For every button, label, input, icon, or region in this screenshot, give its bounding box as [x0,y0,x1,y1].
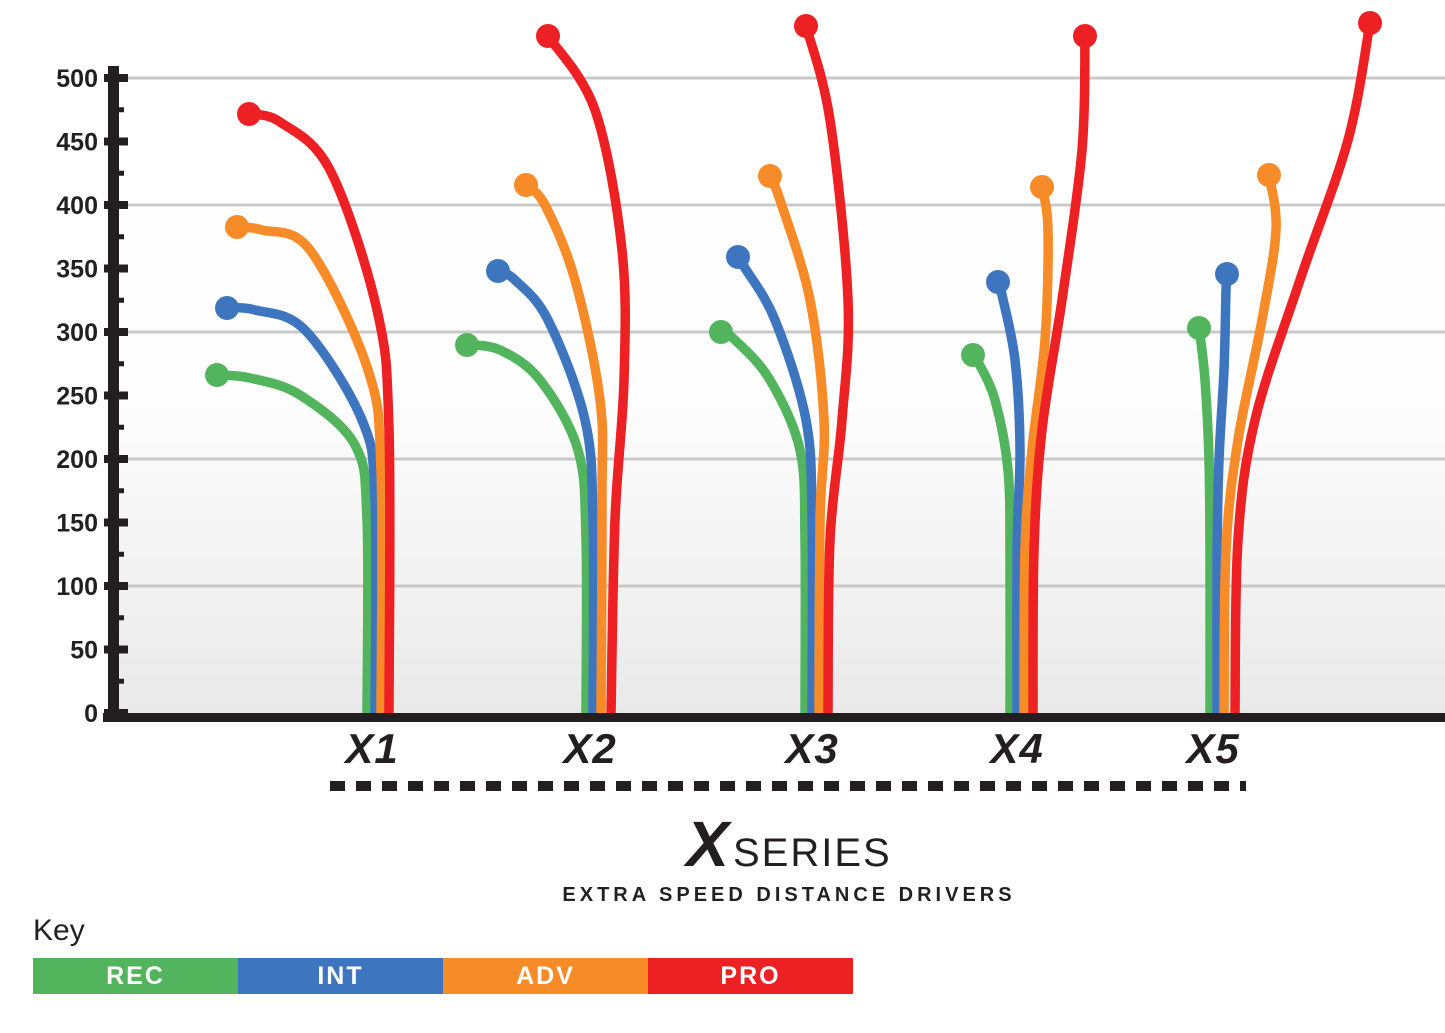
flight-end-dot-X3-ADV [758,164,782,188]
flight-end-dot-X3-REC [709,320,733,344]
flight-path-X4-PRO [1028,35,1090,714]
y-tick-minor-425 [108,170,124,176]
y-axis-label-100: 100 [56,573,98,601]
flight-path-X2-INT [495,266,599,714]
series-word: SERIES [732,831,892,875]
flight-path-X1-ADV [236,222,387,714]
flight-path-X1-REC [216,370,373,714]
y-tick-major-350 [104,264,128,273]
flight-end-dot-X4-INT [986,270,1010,294]
y-tick-major-500 [104,74,128,82]
y-tick-minor-25 [108,678,124,684]
flight-end-dot-X1-ADV [225,215,249,239]
chart-subtitle: EXTRA SPEED DISTANCE DRIVERS [562,884,1016,906]
flight-end-dot-X4-ADV [1030,175,1054,199]
legend-item-pro: PRO [648,958,853,994]
y-axis-label-150: 150 [56,510,98,538]
y-tick-major-100 [104,582,128,590]
x-axis-label-X3: X3 [783,725,838,772]
y-tick-major-50 [104,645,128,654]
x-axis-label-X5: X5 [1184,725,1239,772]
x-axis-label-X4: X4 [988,725,1043,772]
flight-end-dot-X1-PRO [237,102,261,126]
flight-path-X3-INT [734,254,818,714]
legend-bar: REC INT ADV PRO [33,958,853,994]
series-title: X SERIES [562,812,1015,876]
y-axis-label-0: 0 [84,700,98,728]
flight-end-dot-X2-INT [486,259,510,283]
flight-path-X2-ADV [522,181,608,714]
y-tick-minor-75 [108,615,124,621]
legend-title: Key [33,914,85,947]
flight-path-X3-ADV [765,173,830,714]
y-tick-minor-175 [108,488,124,494]
flight-path-X5-PRO [1230,22,1375,714]
flight-end-dot-X5-REC [1187,316,1211,340]
legend-item-rec: REC [33,958,238,994]
flight-end-dot-X4-REC [961,343,985,367]
y-axis-label-50: 50 [70,637,98,665]
series-letter: X [686,808,729,880]
y-tick-minor-375 [108,234,124,240]
y-tick-major-450 [104,137,128,146]
legend: Key REC INT ADV PRO [33,914,853,994]
y-axis-label-350: 350 [56,256,98,284]
y-tick-major-150 [104,518,128,527]
flight-end-dot-X1-REC [205,363,229,387]
x-axis-label-X2: X2 [561,725,616,772]
chart-title-block: X SERIES EXTRA SPEED DISTANCE DRIVERS [562,812,1015,907]
flight-path-X1-PRO [247,109,395,714]
y-tick-minor-225 [108,424,124,430]
flight-path-X5-INT [1212,273,1232,714]
x-axis-line [103,713,1445,722]
flight-end-dot-X4-PRO [1073,24,1097,48]
flight-end-dot-X2-REC [455,333,479,357]
flight-end-dot-X5-INT [1215,262,1239,286]
y-tick-minor-475 [108,107,124,113]
y-axis-label-500: 500 [56,65,98,93]
y-tick-minor-325 [108,297,124,303]
flight-end-dot-X2-PRO [536,24,560,48]
y-axis-label-450: 450 [56,129,98,157]
flight-end-dot-X2-ADV [514,173,538,197]
y-tick-major-0 [104,709,128,717]
y-axis-label-200: 200 [56,446,98,474]
y-tick-major-300 [104,328,128,336]
flight-path-X4-INT [993,280,1025,714]
flight-path-X3-PRO [801,24,854,714]
legend-item-adv: ADV [443,958,648,994]
flight-path-X3-REC [718,327,811,714]
flight-path-X1-INT [226,302,381,714]
flight-chart-svg: 0 50 100 150 200 250 300 350 400 450 500 X1 X2 X3 X4 X5 [56,11,1445,791]
y-axis-label-400: 400 [56,192,98,220]
legend-item-int: INT [238,958,443,994]
x-axis-label-X1: X1 [343,725,398,772]
flight-end-dot-X1-INT [215,296,239,320]
y-tick-major-200 [104,455,128,463]
flight-path-X4-ADV [1019,186,1053,714]
y-axis-label-300: 300 [56,319,98,347]
flight-end-dot-X5-ADV [1257,163,1281,187]
y-tick-major-250 [104,391,128,400]
y-axis-label-250: 250 [56,383,98,411]
y-tick-minor-125 [108,551,124,557]
flight-path-X5-ADV [1219,174,1281,714]
flight-end-dot-X3-PRO [794,14,818,38]
y-tick-minor-275 [108,361,124,367]
flight-end-dot-X3-INT [726,245,750,269]
flight-end-dot-X5-PRO [1358,11,1382,35]
flight-path-X2-PRO [543,33,630,714]
flight-path-X2-REC [466,340,592,714]
y-tick-major-400 [104,201,128,209]
